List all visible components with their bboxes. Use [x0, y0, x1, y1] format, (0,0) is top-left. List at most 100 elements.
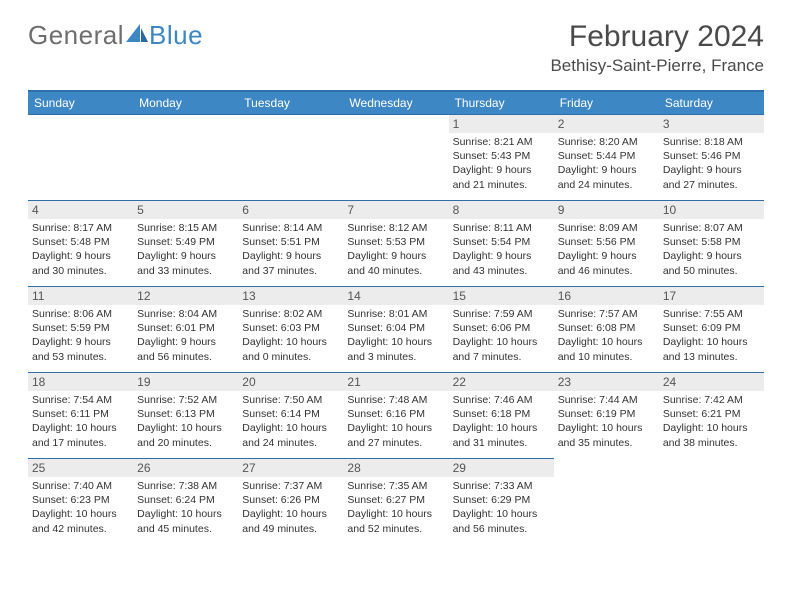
sunrise-line: Sunrise: 7:40 AM	[32, 479, 129, 493]
sunset-line: Sunset: 5:53 PM	[347, 235, 444, 249]
day-number: 22	[449, 373, 554, 391]
sunrise-line: Sunrise: 7:44 AM	[558, 393, 655, 407]
day-number: 18	[28, 373, 133, 391]
day-body: Sunrise: 8:06 AMSunset: 5:59 PMDaylight:…	[28, 305, 133, 366]
day-number: 24	[659, 373, 764, 391]
day-body: Sunrise: 8:15 AMSunset: 5:49 PMDaylight:…	[133, 219, 238, 280]
daylight-line: Daylight: 10 hours and 3 minutes.	[347, 335, 444, 363]
sunset-line: Sunset: 5:48 PM	[32, 235, 129, 249]
daylight-line: Daylight: 9 hours and 50 minutes.	[663, 249, 760, 277]
sunrise-line: Sunrise: 8:21 AM	[453, 135, 550, 149]
sunset-line: Sunset: 6:14 PM	[242, 407, 339, 421]
day-number: 10	[659, 201, 764, 219]
day-cell: 19Sunrise: 7:52 AMSunset: 6:13 PMDayligh…	[133, 372, 238, 458]
sunset-line: Sunset: 6:16 PM	[347, 407, 444, 421]
daylight-line: Daylight: 9 hours and 24 minutes.	[558, 163, 655, 191]
day-body: Sunrise: 8:09 AMSunset: 5:56 PMDaylight:…	[554, 219, 659, 280]
day-number: 2	[554, 115, 659, 133]
day-body: Sunrise: 7:38 AMSunset: 6:24 PMDaylight:…	[133, 477, 238, 538]
daylight-line: Daylight: 10 hours and 27 minutes.	[347, 421, 444, 449]
day-number: 3	[659, 115, 764, 133]
sunset-line: Sunset: 5:46 PM	[663, 149, 760, 163]
daylight-line: Daylight: 9 hours and 43 minutes.	[453, 249, 550, 277]
day-body: Sunrise: 8:07 AMSunset: 5:58 PMDaylight:…	[659, 219, 764, 280]
daylight-line: Daylight: 9 hours and 46 minutes.	[558, 249, 655, 277]
sunrise-line: Sunrise: 8:06 AM	[32, 307, 129, 321]
day-number: 29	[449, 459, 554, 477]
sunset-line: Sunset: 6:23 PM	[32, 493, 129, 507]
sunrise-line: Sunrise: 8:20 AM	[558, 135, 655, 149]
day-number: 15	[449, 287, 554, 305]
blank-cell	[343, 114, 448, 200]
weekday-header: Sunday	[28, 92, 133, 114]
sunrise-line: Sunrise: 7:50 AM	[242, 393, 339, 407]
day-number: 23	[554, 373, 659, 391]
sunset-line: Sunset: 6:06 PM	[453, 321, 550, 335]
day-cell: 28Sunrise: 7:35 AMSunset: 6:27 PMDayligh…	[343, 458, 448, 544]
day-number: 28	[343, 459, 448, 477]
sunrise-line: Sunrise: 7:42 AM	[663, 393, 760, 407]
sunrise-line: Sunrise: 8:11 AM	[453, 221, 550, 235]
sunrise-line: Sunrise: 8:01 AM	[347, 307, 444, 321]
day-body: Sunrise: 8:21 AMSunset: 5:43 PMDaylight:…	[449, 133, 554, 194]
sunrise-line: Sunrise: 7:54 AM	[32, 393, 129, 407]
blank-cell	[133, 114, 238, 200]
day-cell: 1Sunrise: 8:21 AMSunset: 5:43 PMDaylight…	[449, 114, 554, 200]
daylight-line: Daylight: 9 hours and 56 minutes.	[137, 335, 234, 363]
sunrise-line: Sunrise: 7:38 AM	[137, 479, 234, 493]
day-body: Sunrise: 8:14 AMSunset: 5:51 PMDaylight:…	[238, 219, 343, 280]
daylight-line: Daylight: 10 hours and 20 minutes.	[137, 421, 234, 449]
daylight-line: Daylight: 9 hours and 30 minutes.	[32, 249, 129, 277]
logo-word-general: General	[28, 20, 124, 51]
day-body: Sunrise: 8:01 AMSunset: 6:04 PMDaylight:…	[343, 305, 448, 366]
day-cell: 9Sunrise: 8:09 AMSunset: 5:56 PMDaylight…	[554, 200, 659, 286]
sunset-line: Sunset: 6:04 PM	[347, 321, 444, 335]
day-cell: 13Sunrise: 8:02 AMSunset: 6:03 PMDayligh…	[238, 286, 343, 372]
daylight-line: Daylight: 10 hours and 45 minutes.	[137, 507, 234, 535]
day-number: 17	[659, 287, 764, 305]
blank-cell	[238, 114, 343, 200]
day-cell: 23Sunrise: 7:44 AMSunset: 6:19 PMDayligh…	[554, 372, 659, 458]
sunset-line: Sunset: 6:26 PM	[242, 493, 339, 507]
daylight-line: Daylight: 9 hours and 21 minutes.	[453, 163, 550, 191]
day-body: Sunrise: 8:20 AMSunset: 5:44 PMDaylight:…	[554, 133, 659, 194]
sunrise-line: Sunrise: 8:09 AM	[558, 221, 655, 235]
sunrise-line: Sunrise: 8:02 AM	[242, 307, 339, 321]
sunset-line: Sunset: 5:49 PM	[137, 235, 234, 249]
sunrise-line: Sunrise: 7:37 AM	[242, 479, 339, 493]
weekday-header: Wednesday	[343, 92, 448, 114]
header: General Blue February 2024 Bethisy-Saint…	[28, 20, 764, 76]
day-cell: 27Sunrise: 7:37 AMSunset: 6:26 PMDayligh…	[238, 458, 343, 544]
daylight-line: Daylight: 10 hours and 38 minutes.	[663, 421, 760, 449]
day-body: Sunrise: 8:17 AMSunset: 5:48 PMDaylight:…	[28, 219, 133, 280]
day-number: 21	[343, 373, 448, 391]
day-number: 13	[238, 287, 343, 305]
daylight-line: Daylight: 10 hours and 13 minutes.	[663, 335, 760, 363]
day-number: 5	[133, 201, 238, 219]
day-cell: 25Sunrise: 7:40 AMSunset: 6:23 PMDayligh…	[28, 458, 133, 544]
location: Bethisy-Saint-Pierre, France	[550, 56, 764, 76]
daylight-line: Daylight: 10 hours and 52 minutes.	[347, 507, 444, 535]
day-number: 19	[133, 373, 238, 391]
sunrise-line: Sunrise: 8:15 AM	[137, 221, 234, 235]
sunset-line: Sunset: 6:11 PM	[32, 407, 129, 421]
daylight-line: Daylight: 10 hours and 24 minutes.	[242, 421, 339, 449]
day-body: Sunrise: 7:35 AMSunset: 6:27 PMDaylight:…	[343, 477, 448, 538]
day-number: 25	[28, 459, 133, 477]
weekday-header: Monday	[133, 92, 238, 114]
day-cell: 26Sunrise: 7:38 AMSunset: 6:24 PMDayligh…	[133, 458, 238, 544]
sunset-line: Sunset: 6:24 PM	[137, 493, 234, 507]
blank-cell	[28, 114, 133, 200]
daylight-line: Daylight: 10 hours and 49 minutes.	[242, 507, 339, 535]
sunset-line: Sunset: 6:13 PM	[137, 407, 234, 421]
weekday-header: Tuesday	[238, 92, 343, 114]
day-number: 12	[133, 287, 238, 305]
sunrise-line: Sunrise: 7:35 AM	[347, 479, 444, 493]
sunrise-line: Sunrise: 7:33 AM	[453, 479, 550, 493]
daylight-line: Daylight: 9 hours and 53 minutes.	[32, 335, 129, 363]
logo-sail-icon	[124, 20, 149, 51]
logo-word-blue: Blue	[149, 20, 203, 51]
sunset-line: Sunset: 6:29 PM	[453, 493, 550, 507]
day-cell: 2Sunrise: 8:20 AMSunset: 5:44 PMDaylight…	[554, 114, 659, 200]
sunset-line: Sunset: 6:19 PM	[558, 407, 655, 421]
